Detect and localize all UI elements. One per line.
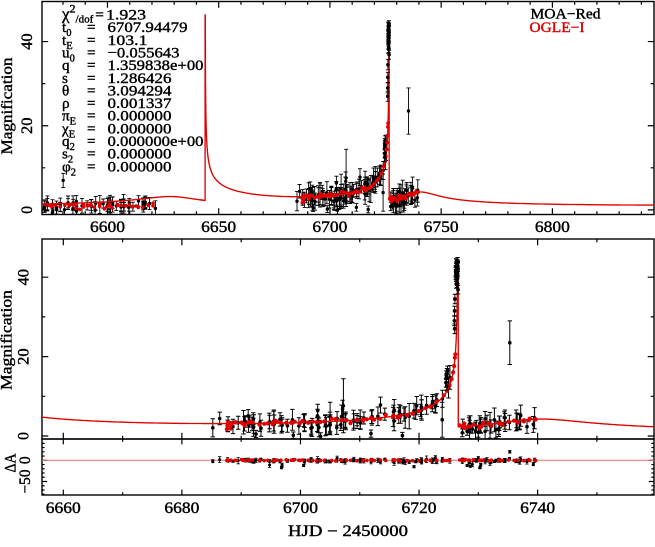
svg-text:40: 40 [19, 33, 36, 50]
svg-text:1.359838e+00: 1.359838e+00 [108, 57, 204, 74]
svg-text:=: = [87, 146, 96, 163]
svg-text:θ: θ [62, 82, 69, 99]
svg-text:=: = [87, 57, 96, 74]
svg-text:Magnification: Magnification [0, 290, 16, 390]
svg-text:3.094294: 3.094294 [108, 82, 172, 99]
svg-text:40: 40 [16, 269, 33, 286]
svg-text:0.001337: 0.001337 [108, 95, 172, 112]
svg-text:=: = [87, 95, 96, 112]
svg-text:=: = [87, 70, 96, 87]
svg-text:0.000000e+00: 0.000000e+00 [108, 133, 204, 150]
svg-text:6700: 6700 [283, 500, 318, 517]
svg-text:=: = [87, 82, 96, 99]
svg-text:=: = [87, 133, 96, 150]
svg-text:1.286426: 1.286426 [108, 70, 172, 87]
svg-text:Magnification: Magnification [0, 57, 16, 154]
svg-text:0: 0 [17, 456, 34, 464]
svg-text:s2: s2 [62, 146, 73, 166]
svg-text:OGLE−I: OGLE−I [530, 20, 585, 36]
svg-text:=: = [87, 120, 96, 137]
svg-text:HJD − 2450000: HJD − 2450000 [288, 523, 408, 540]
svg-text:103.1: 103.1 [108, 32, 148, 49]
svg-text:t0: t0 [62, 19, 71, 39]
svg-text:6650: 6650 [201, 219, 236, 236]
svg-text:6750: 6750 [424, 219, 459, 236]
svg-text:=: = [87, 19, 96, 36]
svg-text:6740: 6740 [520, 500, 555, 517]
svg-text:20: 20 [16, 348, 33, 365]
svg-text:−50: −50 [17, 469, 34, 493]
svg-text:q: q [62, 57, 70, 74]
svg-text:0.000000: 0.000000 [108, 108, 172, 125]
svg-text:tE: tE [62, 32, 73, 52]
svg-text:0: 0 [19, 206, 36, 214]
svg-text:0.000000: 0.000000 [108, 146, 172, 163]
svg-text:=: = [87, 158, 96, 175]
svg-text:=: = [87, 108, 96, 125]
svg-text:20: 20 [19, 117, 36, 134]
svg-text:6707.94479: 6707.94479 [108, 19, 188, 36]
svg-text:=: = [87, 44, 96, 61]
svg-text:6800: 6800 [535, 219, 570, 236]
svg-text:6680: 6680 [164, 500, 199, 517]
svg-text:MOA−Red: MOA−Red [531, 7, 602, 23]
svg-text:6700: 6700 [312, 219, 347, 236]
svg-text:0: 0 [16, 432, 33, 440]
svg-text:s: s [62, 70, 68, 87]
svg-text:0.000000: 0.000000 [108, 120, 172, 137]
svg-text:−0.055643: −0.055643 [108, 44, 180, 61]
svg-text:=: = [87, 32, 96, 49]
svg-text:6600: 6600 [90, 219, 125, 236]
svg-text:ΔA: ΔA [3, 453, 20, 473]
svg-text:0.000000: 0.000000 [108, 158, 172, 175]
svg-text:ρ: ρ [62, 95, 70, 112]
svg-text:1.923: 1.923 [106, 7, 146, 24]
svg-text:6720: 6720 [402, 500, 437, 517]
svg-text:6660: 6660 [46, 500, 81, 517]
